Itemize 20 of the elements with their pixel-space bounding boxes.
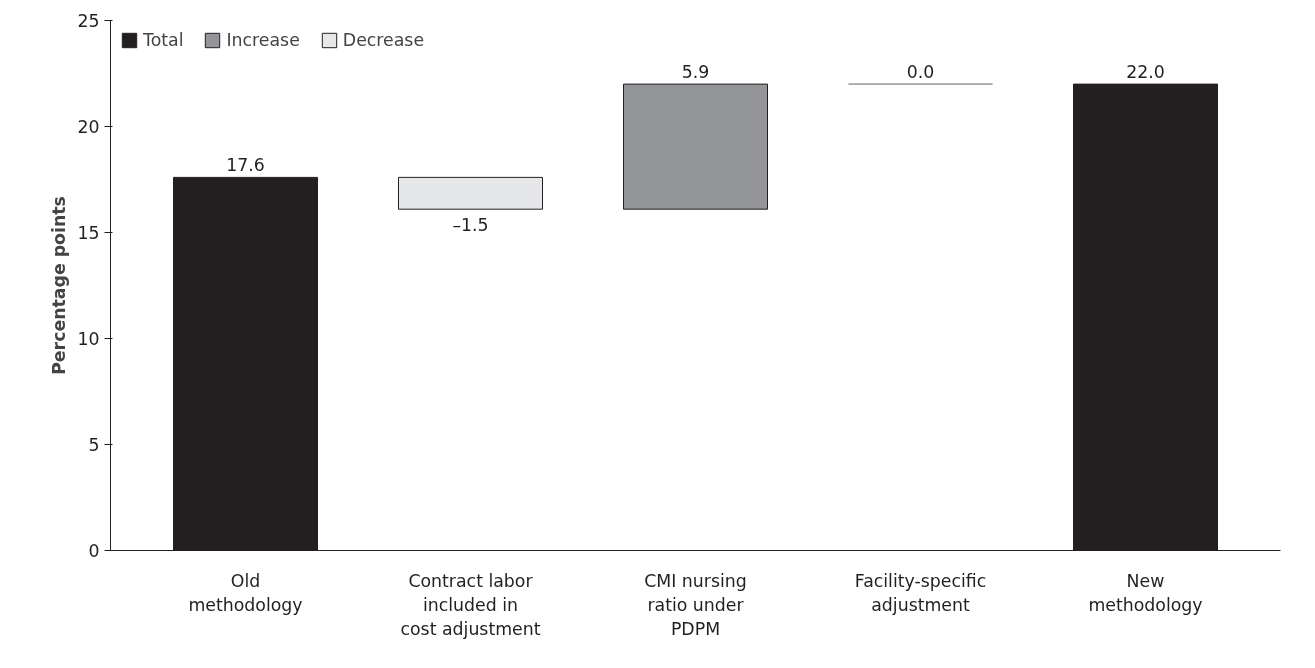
data-label: 5.9 xyxy=(681,62,710,83)
data-label: 22.0 xyxy=(1126,62,1165,83)
y-tick-label: 0 xyxy=(88,541,100,561)
data-label: –1.5 xyxy=(452,215,489,236)
x-tick-label: CMI nursing ratio under PDPM xyxy=(644,570,747,639)
legend-label: Total xyxy=(143,30,184,50)
y-axis-title: Percentage points xyxy=(49,196,70,375)
y-tick-label: 25 xyxy=(77,11,100,31)
data-label: 0.0 xyxy=(906,62,935,83)
x-tick-label: New methodology xyxy=(1088,570,1203,615)
y-tick-label: 20 xyxy=(77,117,100,137)
y-tick-label: 10 xyxy=(77,329,100,349)
legend-label: Decrease xyxy=(342,30,425,50)
x-tick-label: Contract labor included in cost adjustment xyxy=(400,570,541,639)
x-tick-label: Facility-specific adjustment xyxy=(854,570,987,615)
y-tick-label: 5 xyxy=(88,435,100,455)
x-tick-label: Old methodology xyxy=(188,570,303,615)
legend-label: Increase xyxy=(226,30,300,50)
y-tick-label: 15 xyxy=(77,223,100,243)
data-label: 17.6 xyxy=(226,155,265,176)
